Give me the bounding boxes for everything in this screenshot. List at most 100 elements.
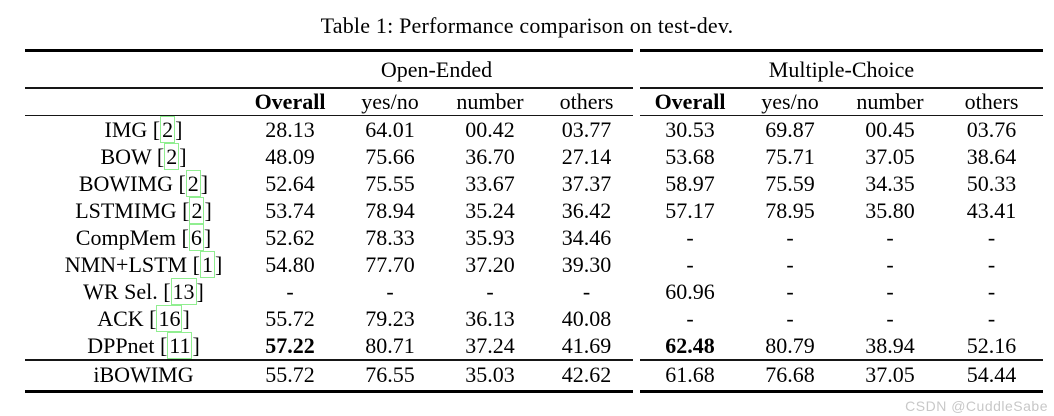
- citation-link[interactable]: 2: [189, 197, 205, 224]
- cell-mc-yesno: 80.79: [765, 333, 815, 358]
- cell-mc-others: 43.41: [966, 198, 1017, 223]
- model-name: WR Sel. [13]: [25, 278, 240, 305]
- cell-oe-number: 37.20: [465, 252, 515, 277]
- cell-mc-others: 52.16: [966, 333, 1017, 358]
- cell-mc-others: 50.33: [966, 171, 1017, 196]
- cell-mc-number: -: [886, 279, 894, 304]
- cell-mc-overall: -: [686, 306, 694, 331]
- citation-link[interactable]: 2: [185, 170, 201, 197]
- cell-mc-number: -: [886, 225, 894, 250]
- citation-link[interactable]: 13: [170, 278, 197, 305]
- cell-mc-others: 03.76: [966, 117, 1017, 142]
- model-name: DPPnet [11]: [25, 332, 240, 359]
- table-row-dppnet: DPPnet [11] 57.22 80.71 37.24 41.69 62.4…: [25, 332, 1043, 359]
- cell-oe-yesno: -: [386, 279, 394, 304]
- cell-oe-overall: 55.72: [265, 306, 315, 331]
- cell-oe-number: 35.93: [465, 225, 515, 250]
- cell-oe-number: 36.13: [465, 306, 515, 331]
- cell-mc-yesno: -: [786, 279, 794, 304]
- cell-mc-number: -: [886, 252, 894, 277]
- model-name: CompMem [6]: [25, 224, 240, 251]
- cell-mc-overall: 61.68: [665, 361, 715, 387]
- model-label: IMG [: [104, 117, 161, 142]
- cell-mc-yesno: 78.95: [765, 198, 815, 223]
- cell-oe-number: -: [486, 279, 494, 304]
- model-label: CompMem [: [75, 225, 189, 250]
- cell-oe-overall: 53.74: [265, 198, 315, 223]
- cell-mc-overall: 62.48: [665, 333, 715, 358]
- cell-mc-number: 34.35: [865, 171, 915, 196]
- citation-link[interactable]: 2: [164, 143, 180, 170]
- cell-oe-others: 03.77: [561, 117, 612, 142]
- cell-oe-overall: 57.22: [265, 333, 315, 358]
- bracket: ]: [200, 171, 209, 196]
- model-column-spacer: [25, 89, 240, 115]
- cell-oe-yesno: 79.23: [365, 306, 415, 331]
- table-row-img: IMG [2] 28.13 64.01 00.42 03.77 30.53 69…: [25, 116, 1043, 143]
- cell-oe-yesno: 75.66: [365, 144, 415, 169]
- bracket: ]: [179, 144, 187, 169]
- model-label: DPPnet [: [87, 333, 168, 358]
- model-label: LSTMIMG [: [75, 198, 190, 223]
- cell-oe-number: 35.03: [465, 361, 515, 387]
- cell-oe-number: 33.67: [465, 171, 515, 196]
- cell-oe-overall: 52.64: [265, 171, 315, 196]
- header-mc-number: number: [856, 88, 924, 114]
- cell-mc-overall: 57.17: [665, 198, 715, 223]
- bracket: ]: [196, 279, 204, 304]
- model-label: NMN+LSTM [: [64, 252, 200, 277]
- cell-mc-others: -: [987, 306, 996, 331]
- model-label: ACK [: [97, 306, 157, 331]
- cell-oe-others: 37.37: [561, 171, 612, 196]
- cell-mc-number: 37.05: [865, 361, 915, 387]
- group-open-ended: Open-Ended: [380, 57, 493, 82]
- bracket: ]: [203, 225, 212, 250]
- bracket: ]: [175, 117, 183, 142]
- model-label: WR Sel. [: [83, 279, 171, 304]
- citation-link[interactable]: 16: [156, 305, 183, 332]
- cell-oe-others: 27.14: [561, 144, 612, 169]
- group-rule: [25, 87, 1043, 89]
- cell-oe-number: 35.24: [465, 198, 515, 223]
- column-header-row: Overall yes/no number others Overall yes…: [25, 89, 1043, 115]
- bracket: ]: [204, 198, 212, 223]
- model-label: BOWIMG [: [78, 171, 186, 196]
- cell-mc-yesno: 75.59: [765, 171, 815, 196]
- header-rule: [25, 114, 1043, 116]
- citation-link[interactable]: 1: [199, 251, 215, 278]
- cell-oe-others: 34.46: [561, 225, 612, 250]
- model-name: NMN+LSTM [1]: [25, 251, 240, 278]
- results-table: Open-Ended Multiple-Choice Overall yes/n…: [25, 49, 1043, 393]
- citation-link[interactable]: 6: [188, 224, 204, 251]
- citation-link[interactable]: 11: [167, 332, 193, 359]
- group-header-row: Open-Ended Multiple-Choice: [25, 52, 1043, 87]
- header-oe-yesno: yes/no: [361, 88, 419, 114]
- cell-mc-number: 00.45: [865, 117, 915, 142]
- citation-link[interactable]: 2: [160, 116, 176, 143]
- table-row-nmn-lstm: NMN+LSTM [1] 54.80 77.70 37.20 39.30 - -…: [25, 251, 1043, 278]
- cell-oe-others: -: [582, 279, 591, 304]
- cell-oe-others: 36.42: [561, 198, 612, 223]
- header-mc-others: others: [964, 88, 1019, 114]
- cell-oe-yesno: 77.70: [365, 252, 415, 277]
- cell-oe-number: 00.42: [465, 117, 515, 142]
- cell-oe-others: 41.69: [561, 333, 612, 358]
- header-mc-yesno: yes/no: [761, 88, 819, 114]
- cell-oe-yesno: 78.94: [365, 198, 415, 223]
- cell-oe-others: 42.62: [561, 361, 612, 387]
- cell-mc-yesno: -: [786, 225, 794, 250]
- bracket: ]: [192, 333, 200, 358]
- cell-oe-others: 40.08: [561, 306, 612, 331]
- cell-mc-yesno: -: [786, 252, 794, 277]
- header-mc-overall: Overall: [654, 88, 726, 114]
- cell-mc-overall: 58.97: [665, 171, 715, 196]
- cell-mc-overall: 30.53: [665, 117, 715, 142]
- cell-oe-yesno: 78.33: [365, 225, 415, 250]
- table-row-bowimg: BOWIMG [2] 52.64 75.55 33.67 37.37 58.97…: [25, 170, 1043, 197]
- cell-mc-others: 54.44: [966, 361, 1017, 387]
- header-oe-overall: Overall: [254, 88, 326, 114]
- model-column-spacer: [25, 52, 240, 87]
- cell-oe-overall: 52.62: [265, 225, 315, 250]
- bracket: ]: [182, 306, 190, 331]
